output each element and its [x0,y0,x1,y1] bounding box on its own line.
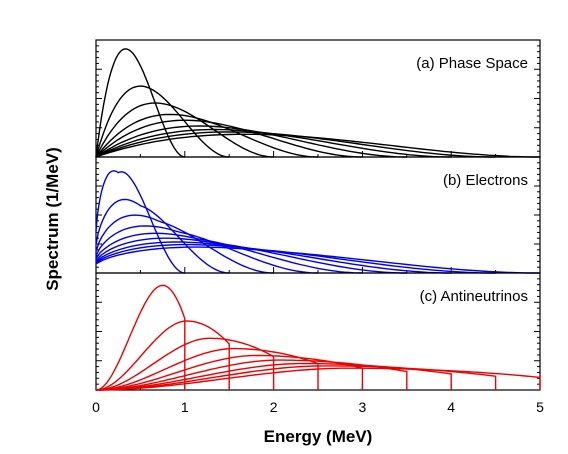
x-tick-label: 0 [92,399,100,415]
spectrum-curve-E2.5 [95,347,319,391]
spectrum-curve-E1.5 [95,320,230,391]
spectrum-curve-E3 [95,119,363,158]
spectrum-curve-E2 [95,337,275,391]
panel-1: (a) Phase Space [95,39,541,158]
x-tick-label: 2 [270,399,278,415]
panel-label: (b) Electrons [443,172,528,189]
panel-label: (c) Antineutrinos [420,288,528,305]
spectrum-curve-E5 [95,133,540,158]
spectrum-curve-E1 [95,170,185,274]
x-tick-label: 5 [536,399,544,415]
spectrum-curve-E1 [95,48,185,158]
spectrum-curve-E3.5 [95,237,407,274]
y-axis-label: Spectrum (1/MeV) [43,147,62,291]
spectrum-curve-E3 [95,232,363,274]
spectrum-curve-E3 [95,354,364,391]
spectrum-curve-E1.5 [95,198,230,274]
x-axis-label: Energy (MeV) [264,427,373,446]
panel-label: (a) Phase Space [416,55,528,72]
x-tick-label: 1 [181,399,189,415]
panel-2: (b) Electrons [95,156,541,274]
spectrum-curve-E5 [95,246,540,274]
spectrum-curve-E1 [95,284,186,391]
spectrum-curve-E2 [95,102,274,158]
spectrum-curve-E1.5 [95,85,230,158]
panels-group: (a) Phase Space (b) Electrons (c) Antineut… [95,39,541,391]
spectrum-curve-E5 [95,367,541,391]
x-axis: 0 1 2 3 4 5 [92,399,544,415]
spectrum-curve-E2 [95,214,274,274]
x-tick-label: 3 [359,399,367,415]
panel-3: (c) Antineutrinos [95,272,541,391]
x-tick-label: 4 [447,399,455,415]
